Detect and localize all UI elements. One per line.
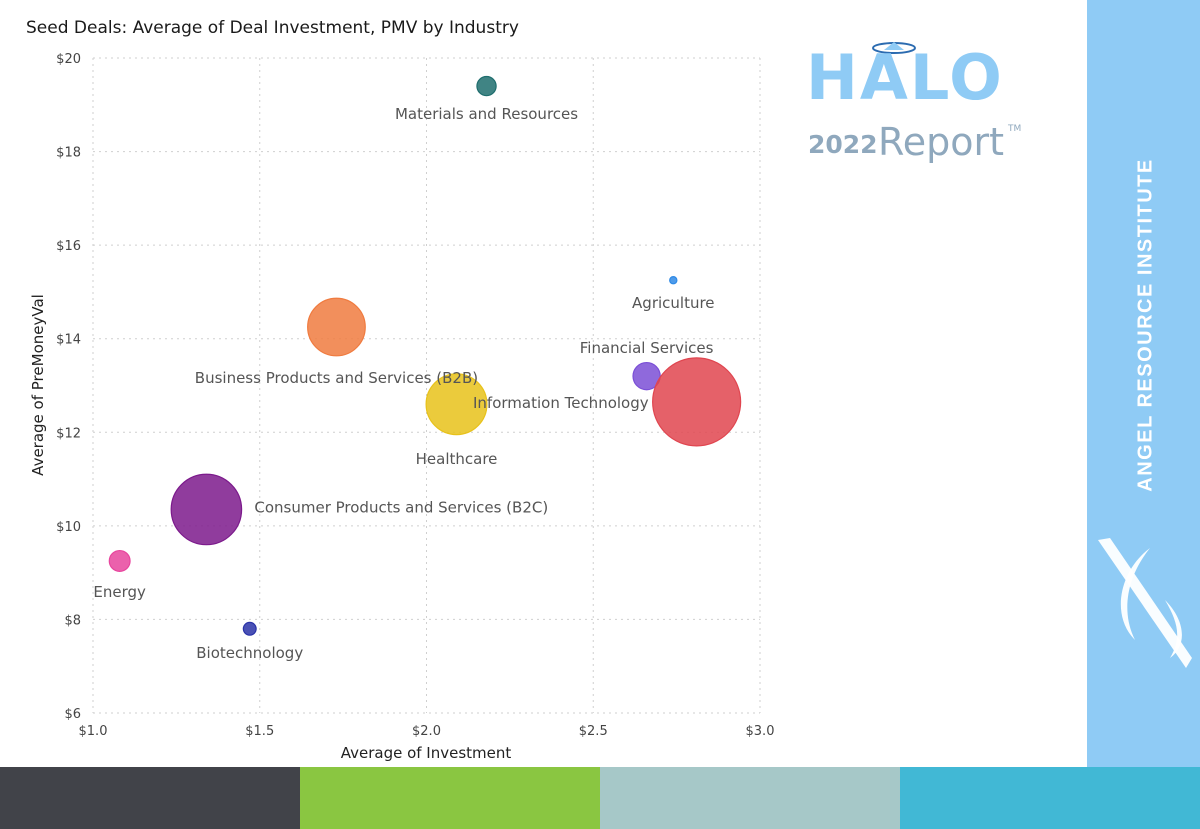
bubble-consumer-products-and-services-b2c	[170, 473, 243, 546]
bubble-healthcare	[425, 373, 488, 436]
bubble-label: Business Products and Services (B2B)	[195, 369, 478, 387]
y-tick-label: $20	[56, 52, 81, 67]
bubble-labels: Materials and Resources Agriculture Financ…	[93, 105, 714, 662]
sidebar-brand-text: ANGEL RESOURCE INSTITUTE	[1134, 158, 1157, 492]
footer-segment-3	[600, 767, 900, 829]
bubble-label: Biotechnology	[196, 644, 303, 662]
bubble-label: Financial Services	[580, 339, 714, 357]
y-tick-label: $12	[56, 426, 81, 441]
logo-year: 2022	[808, 130, 878, 159]
gridlines	[92, 57, 761, 714]
y-tick-label: $10	[56, 520, 81, 535]
bubble-information-technology	[652, 357, 742, 447]
y-axis-title: Average of PreMoneyVal	[29, 294, 47, 476]
bubble-label: Consumer Products and Services (B2C)	[254, 498, 548, 516]
bubble-label: Energy	[93, 583, 146, 601]
bubbles	[108, 75, 742, 636]
bubble-label: Materials and Resources	[395, 105, 578, 123]
bubble-biotechnology	[242, 621, 257, 636]
footer-segment-4	[900, 767, 1200, 829]
bubble-label: Agriculture	[632, 294, 715, 312]
x-tick-label: $1.5	[245, 724, 274, 739]
x-tick-label: $2.5	[579, 724, 608, 739]
bubble-label: Healthcare	[416, 450, 498, 468]
y-tick-label: $14	[56, 333, 81, 348]
bubble-label: Information Technology	[473, 394, 649, 412]
y-tick-label: $18	[56, 146, 81, 161]
logo-report: Report	[878, 120, 1004, 164]
logo-trademark: TM	[1008, 124, 1022, 134]
x-tick-label: $2.0	[412, 724, 441, 739]
bubble-chart: Materials and Resources Agriculture Financ…	[29, 52, 774, 762]
footer-bar	[0, 767, 1200, 829]
x-axis-title: Average of Investment	[341, 744, 512, 762]
bubble-materials-and-resources	[476, 75, 497, 97]
y-tick-label: $8	[64, 613, 81, 628]
y-tick-label: $6	[64, 707, 81, 722]
footer-segment-2	[300, 767, 600, 829]
halo-report-logo: HALO 2022 Report TM	[806, 38, 1026, 178]
bubble-business-products-and-services-b2b	[307, 297, 366, 357]
x-tick-label: $3.0	[746, 724, 775, 739]
angel-resource-logo-icon	[1098, 538, 1192, 668]
bubble-agriculture	[669, 276, 678, 285]
x-tick-label: $1.0	[79, 724, 108, 739]
bubble-energy	[108, 549, 131, 572]
axis-ticks: $6 $8 $10 $12 $14 $16 $18 $20 $1.0 $1.5 $2.0 $2.5 $3…	[56, 52, 774, 739]
chart-title: Seed Deals: Average of Deal Investment, …	[26, 18, 519, 38]
halo-ring-icon	[872, 42, 916, 54]
y-tick-label: $16	[56, 239, 81, 254]
footer-segment-1	[0, 767, 300, 829]
logo-word: HALO	[806, 41, 1004, 114]
